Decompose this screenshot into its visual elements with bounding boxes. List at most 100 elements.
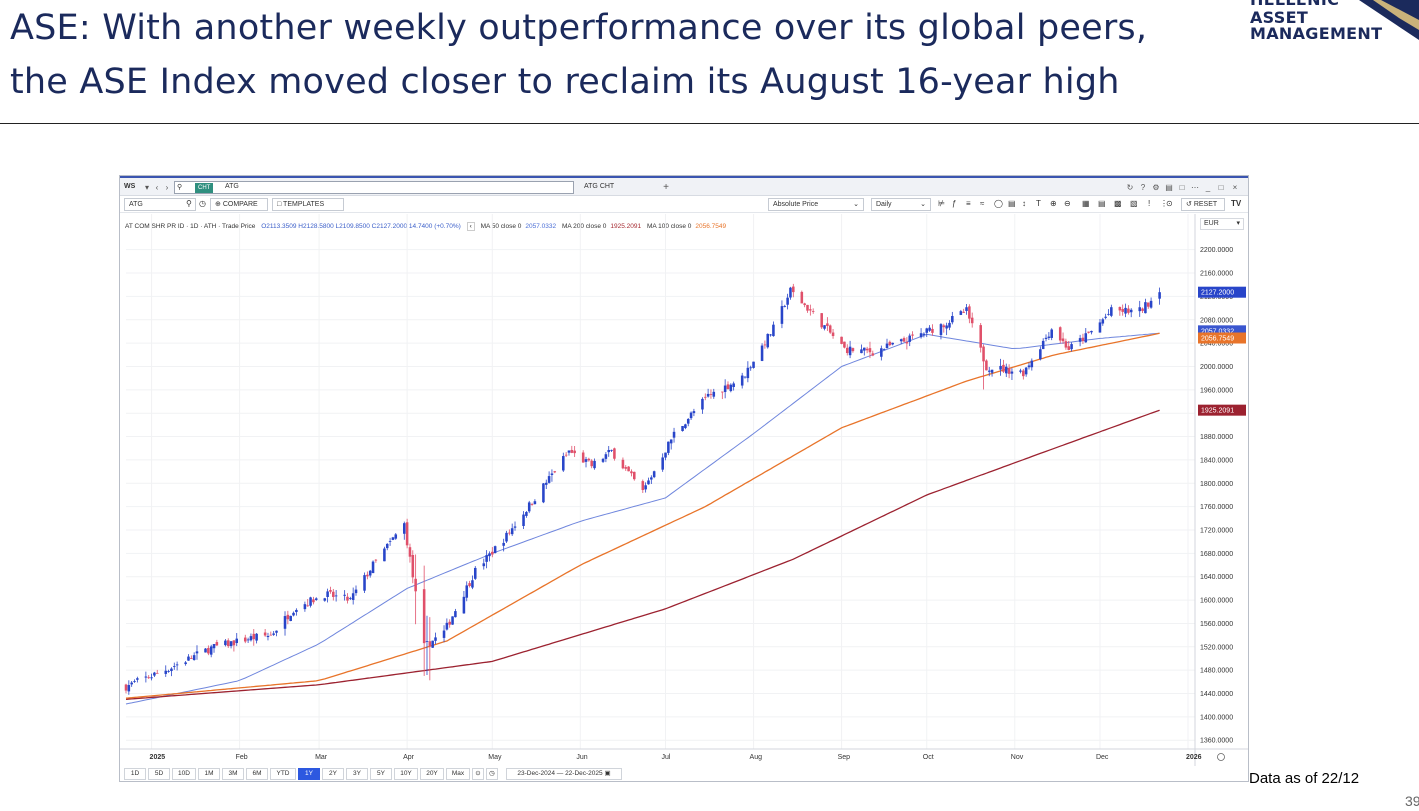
compare-button-label: COMPARE bbox=[222, 201, 258, 208]
candle-body bbox=[275, 630, 278, 633]
minimize-icon[interactable]: _ bbox=[1205, 183, 1211, 192]
range-button-10y[interactable]: 10Y bbox=[394, 768, 418, 780]
candle bbox=[732, 381, 735, 391]
candle bbox=[627, 466, 630, 472]
link-icon[interactable]: ↻ bbox=[1126, 183, 1134, 192]
candle-body bbox=[584, 459, 588, 462]
restore-icon[interactable]: □ bbox=[1218, 183, 1224, 192]
zoom-in-icon[interactable]: ⊕ bbox=[1050, 199, 1057, 208]
range-target-icon[interactable]: ⊙ bbox=[472, 768, 484, 780]
alert-icon[interactable]: ! bbox=[1148, 199, 1151, 208]
ma200-legend-value: 1925.2091 bbox=[610, 223, 642, 230]
candle-body bbox=[468, 583, 471, 587]
print-icon[interactable]: ▧ bbox=[1130, 199, 1138, 208]
bars-icon[interactable]: ≡ bbox=[966, 199, 971, 208]
candle-body bbox=[880, 348, 883, 357]
range-button-ytd[interactable]: YTD bbox=[270, 768, 296, 780]
candle bbox=[652, 470, 656, 479]
export-icon[interactable]: ▩ bbox=[1114, 199, 1122, 208]
notes-icon[interactable]: □ bbox=[1179, 183, 1185, 192]
candle bbox=[721, 391, 724, 400]
lines-icon[interactable]: ≈ bbox=[980, 199, 985, 208]
logo-text-line-3: MANAGEMENT bbox=[1250, 24, 1383, 43]
layers-icon[interactable]: ▤ bbox=[1008, 199, 1016, 208]
compare-button[interactable]: ⊕ COMPARE bbox=[210, 198, 268, 211]
security-search-input[interactable]: ⚲ CHT ATG bbox=[174, 181, 574, 194]
candle bbox=[510, 523, 514, 536]
candle bbox=[885, 338, 889, 349]
tab-chart[interactable]: ATG CHT bbox=[584, 183, 615, 190]
range-button-max[interactable]: Max bbox=[446, 768, 470, 780]
reset-button[interactable]: ↺ RESET bbox=[1181, 198, 1225, 211]
price-type-select[interactable]: Absolute Price ⌄ bbox=[768, 198, 864, 211]
candle-body bbox=[669, 439, 673, 444]
candle bbox=[1024, 366, 1028, 377]
range-button-10d[interactable]: 10D bbox=[172, 768, 196, 780]
range-button-5d[interactable]: 5D bbox=[148, 768, 170, 780]
candle bbox=[263, 628, 267, 637]
candle-style-icon[interactable]: ⊭ bbox=[938, 199, 945, 208]
options-more-icon[interactable]: ⋮ bbox=[1160, 199, 1168, 208]
share-icon[interactable]: ▤ bbox=[1165, 183, 1173, 192]
candle-body bbox=[485, 555, 488, 562]
currency-select[interactable]: EUR ▾ bbox=[1200, 218, 1244, 230]
range-button-2y[interactable]: 2Y bbox=[322, 768, 344, 780]
sync-icon[interactable]: ⊙ bbox=[1166, 199, 1173, 208]
candle-body bbox=[686, 418, 690, 424]
candle bbox=[868, 341, 872, 359]
zoom-out-icon[interactable]: ⊖ bbox=[1064, 199, 1071, 208]
range-button-3m[interactable]: 3M bbox=[222, 768, 244, 780]
templates-button[interactable]: □ TEMPLATES bbox=[272, 198, 344, 211]
back-chevron-icon[interactable]: ‹ bbox=[155, 183, 159, 192]
new-tab-plus-icon[interactable]: + bbox=[663, 182, 669, 193]
table-icon[interactable]: ▤ bbox=[1098, 199, 1106, 208]
function-badge: CHT bbox=[195, 183, 214, 193]
indicator-icon[interactable]: ƒ bbox=[952, 199, 957, 208]
range-button-20y[interactable]: 20Y bbox=[420, 768, 444, 780]
legend-collapse-chevron-icon[interactable]: ‹ bbox=[466, 222, 475, 231]
candle bbox=[763, 340, 767, 349]
annotate-icon[interactable]: ◯ bbox=[994, 199, 1003, 208]
frequency-select[interactable]: Daily ⌄ bbox=[871, 198, 931, 211]
settings-gear-icon[interactable]: ⚙ bbox=[1152, 183, 1160, 192]
range-button-6m[interactable]: 6M bbox=[246, 768, 268, 780]
candle-body bbox=[334, 595, 338, 597]
history-icon[interactable]: ◷ bbox=[199, 199, 206, 208]
candle bbox=[547, 471, 551, 484]
range-button-1y[interactable]: 1Y bbox=[298, 768, 320, 780]
candle bbox=[820, 313, 823, 329]
candle-body bbox=[232, 640, 236, 646]
date-range-field[interactable]: 23-Dec-2024 — 22-Dec-2025 ▣ bbox=[506, 768, 622, 780]
candle bbox=[136, 676, 139, 683]
range-button-1d[interactable]: 1D bbox=[124, 768, 146, 780]
range-button-1m[interactable]: 1M bbox=[198, 768, 220, 780]
candle-body bbox=[363, 575, 366, 591]
candle bbox=[633, 471, 636, 481]
candle bbox=[749, 365, 752, 371]
ticker-search-icon[interactable]: ⚲ bbox=[186, 199, 192, 208]
more-icon[interactable]: ⋯ bbox=[1191, 183, 1199, 192]
range-clock-icon[interactable]: ◷ bbox=[486, 768, 498, 780]
forward-chevron-icon[interactable]: › bbox=[165, 183, 169, 192]
candle bbox=[150, 673, 153, 681]
candle bbox=[383, 546, 386, 562]
close-icon[interactable]: × bbox=[1232, 183, 1238, 192]
range-button-3y[interactable]: 3Y bbox=[346, 768, 368, 780]
ticker-input[interactable]: ATG bbox=[124, 198, 196, 211]
candle bbox=[1141, 307, 1144, 314]
candle-body bbox=[155, 672, 159, 674]
y-tick-label: 1480.0000 bbox=[1200, 668, 1233, 675]
range-button-5y[interactable]: 5Y bbox=[370, 768, 392, 780]
help-icon[interactable]: ? bbox=[1140, 183, 1146, 192]
candle-body bbox=[1121, 309, 1124, 312]
grid-icon[interactable]: ▦ bbox=[1082, 199, 1090, 208]
candle bbox=[1061, 332, 1065, 345]
candle bbox=[919, 328, 923, 339]
candle bbox=[544, 479, 548, 489]
candle bbox=[985, 359, 988, 371]
trend-line-icon[interactable]: ↕ bbox=[1022, 199, 1026, 208]
menu-chevron-down-icon[interactable]: ▾ bbox=[144, 183, 149, 192]
text-tool-icon[interactable]: T bbox=[1036, 199, 1041, 208]
candle bbox=[349, 596, 352, 601]
candle-body bbox=[329, 590, 332, 592]
